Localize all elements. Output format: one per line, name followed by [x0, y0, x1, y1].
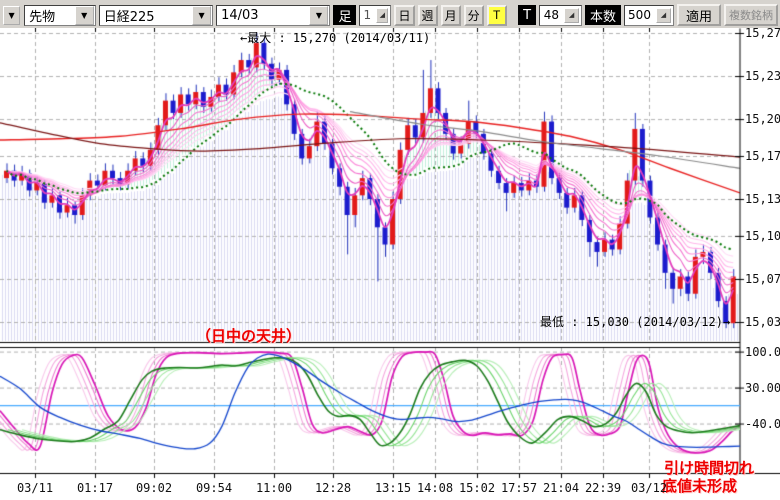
- time-axis-label: 15:02: [458, 481, 496, 495]
- bars-count-value: 500: [628, 8, 651, 22]
- tick-count-spinner[interactable]: 48 ◢: [539, 4, 583, 26]
- price-axis-label: 15,270: [745, 26, 780, 40]
- spinner-icon[interactable]: ◢: [564, 7, 580, 23]
- time-axis-label: 22:39: [584, 481, 622, 495]
- price-axis-label: 15,235: [745, 69, 780, 84]
- period-day-button[interactable]: 日: [394, 4, 415, 26]
- bottom-not-formed-note: 底値未形成: [662, 477, 738, 495]
- time-axis-label: 17:57: [500, 481, 538, 495]
- bar-type-chip: 足: [333, 5, 357, 25]
- time-axis-label: 12:28: [314, 481, 352, 495]
- chart-menu-dropdown[interactable]: ▼: [3, 5, 21, 25]
- tick-count-value: 48: [543, 8, 560, 22]
- oscillator-axis-label: -40.00: [745, 416, 780, 431]
- max-price-annotation: ←最大 : 15,270 (2014/03/11): [240, 31, 431, 45]
- price-axis-label: 15,070: [745, 271, 780, 286]
- time-axis-label: 13:15: [374, 481, 412, 495]
- tick-chip: T: [518, 5, 537, 25]
- period-week-button[interactable]: 週: [417, 4, 438, 26]
- time-axis-label: 09:54: [195, 481, 233, 495]
- apply-button[interactable]: 適用: [676, 4, 721, 26]
- min-price-annotation: 最低 : 15,030 (2014/03/12)→: [540, 315, 731, 329]
- period-tick-button[interactable]: T: [486, 4, 507, 26]
- spinner-icon[interactable]: ◢: [655, 7, 671, 23]
- intraday-ceiling-note: （日中の天井）: [196, 327, 302, 345]
- time-axis-label: 21:04: [542, 481, 580, 495]
- bars-chip: 本数: [585, 5, 622, 25]
- time-axis-label: 09:02: [135, 481, 173, 495]
- symbol-combobox[interactable]: 日経225 ▼: [98, 4, 214, 26]
- symbol-value: 日経225: [103, 9, 155, 25]
- time-axis-label: 14:08: [416, 481, 454, 495]
- multi-symbol-button: 複数銘柄: [724, 4, 778, 26]
- interval-spinner[interactable]: 1 ◢: [359, 4, 392, 26]
- price-axis-label: 15,105: [745, 228, 780, 243]
- time-axis-label: 03/12: [630, 481, 668, 495]
- spinner-icon[interactable]: ◢: [376, 7, 389, 23]
- price-axis-label: 15,035: [745, 315, 780, 329]
- chart-canvas[interactable]: [0, 28, 780, 500]
- category-value: 先物: [29, 9, 56, 25]
- price-axis-label: 15,135: [745, 192, 780, 207]
- category-combobox[interactable]: 先物 ▼: [24, 4, 96, 26]
- chevron-down-icon[interactable]: ▼: [192, 5, 212, 25]
- interval-value: 1: [363, 8, 372, 22]
- oscillator-axis-label: 100.00: [745, 344, 780, 359]
- price-axis-label: 15,170: [745, 148, 780, 163]
- time-axis-label: 11:00: [255, 481, 293, 495]
- chevron-down-icon[interactable]: ▼: [309, 5, 329, 25]
- close-timeout-note: 引け時間切れ: [664, 459, 755, 477]
- chevron-down-icon[interactable]: ▼: [74, 5, 94, 25]
- time-axis-label: 01:17: [76, 481, 114, 495]
- period-minute-button[interactable]: 分: [463, 4, 484, 26]
- bars-count-spinner[interactable]: 500 ◢: [624, 4, 674, 26]
- contract-month-combobox[interactable]: 14/03 ▼: [216, 4, 331, 26]
- oscillator-axis-label: 30.00: [745, 380, 780, 395]
- contract-month-value: 14/03: [221, 7, 259, 23]
- toolbar: ▼ 先物 ▼ 日経225 ▼ 14/03 ▼ 足 1 ◢ 日 週 月 分 T T…: [0, 0, 780, 28]
- chart-area: ←最大 : 15,270 (2014/03/11) 最低 : 15,030 (2…: [0, 26, 780, 500]
- price-axis-label: 15,200: [745, 112, 780, 127]
- time-axis-label: 03/11: [16, 481, 54, 495]
- period-month-button[interactable]: 月: [440, 4, 461, 26]
